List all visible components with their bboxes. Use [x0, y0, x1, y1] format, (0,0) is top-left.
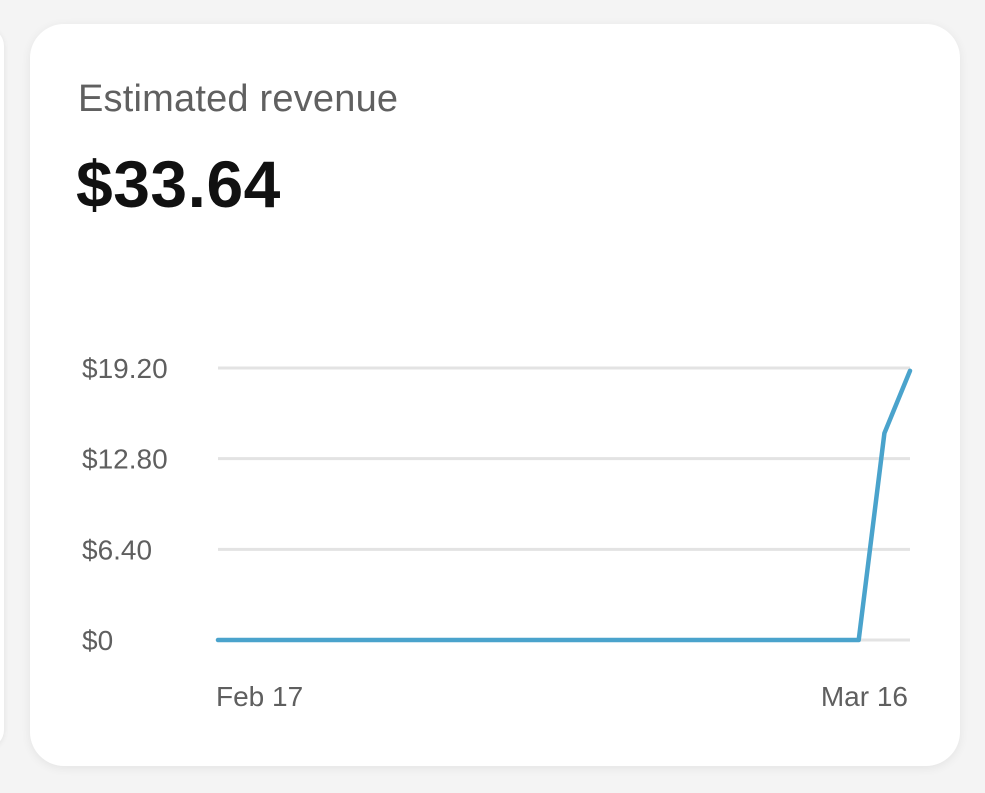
y-tick-label: $0 — [82, 625, 113, 656]
chart-x-axis: Feb 17 Mar 16 — [216, 681, 908, 712]
y-tick-label: $6.40 — [82, 534, 152, 565]
previous-card-edge — [0, 28, 4, 748]
estimated-revenue-card[interactable]: Estimated revenue $33.64 $0 $6.40 $12.80 $1… — [30, 24, 960, 766]
chart-gridlines — [218, 366, 910, 642]
card-title: Estimated revenue — [78, 78, 399, 120]
y-tick-label: $12.80 — [82, 444, 168, 475]
x-tick-label: Feb 17 — [216, 681, 303, 712]
revenue-series-line — [215, 368, 913, 643]
x-tick-label: Mar 16 — [821, 681, 908, 712]
revenue-total-value: $33.64 — [76, 147, 281, 221]
chart-series — [215, 368, 913, 643]
y-tick-label: $19.20 — [82, 353, 168, 384]
revenue-line-chart: $0 $6.40 $12.80 $19.20 Feb 17 Mar 16 — [82, 353, 913, 712]
chart-y-axis: $0 $6.40 $12.80 $19.20 — [82, 353, 168, 656]
